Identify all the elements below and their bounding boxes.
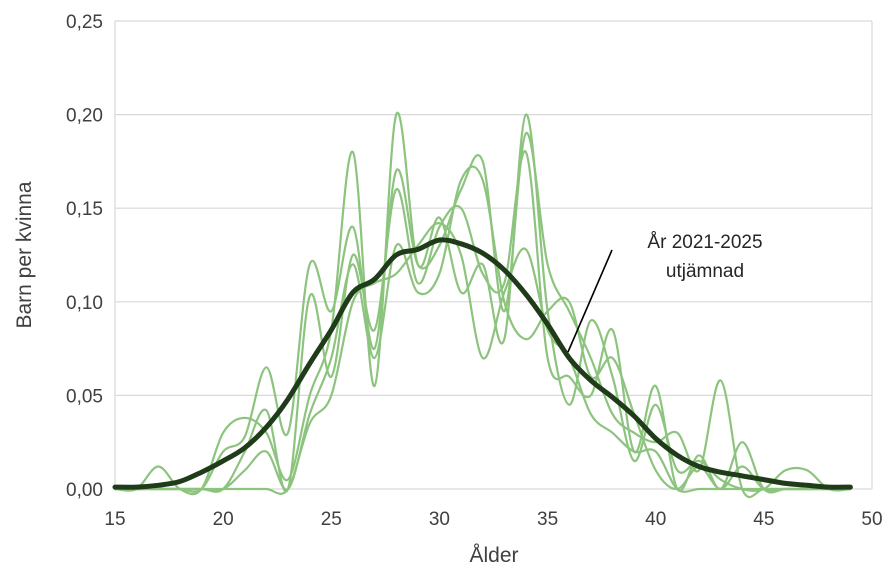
- y-tick-label: 0,20: [66, 106, 103, 127]
- annual-series-line-3: [113, 150, 852, 494]
- y-axis-title: Barn per kvinna: [13, 181, 36, 328]
- smoothed-series-line: [112, 237, 853, 490]
- x-tick-label: 35: [537, 509, 558, 530]
- thin-series-group: [113, 111, 852, 499]
- y-tick-label: 0,05: [66, 386, 103, 407]
- x-tick-label: 25: [321, 509, 342, 530]
- y-tick-labels: 0,00 0,05 0,10 0,15 0,20 0,25: [66, 12, 103, 501]
- annotation-leader-line: [567, 249, 613, 353]
- y-tick-label: 0,10: [66, 293, 103, 314]
- x-tick-label: 45: [753, 509, 774, 530]
- y-tick-label: 0,00: [66, 480, 103, 501]
- x-tick-label: 20: [213, 509, 234, 530]
- smoothed-series-group: [112, 237, 853, 490]
- x-tick-label: 50: [861, 509, 882, 530]
- y-tick-label: 0,15: [66, 199, 103, 220]
- annotation-line-1: År 2021-2025: [647, 232, 762, 253]
- annual-series-line-1: [113, 111, 852, 496]
- y-tick-label: 0,25: [66, 12, 103, 33]
- annotation-line-2: utjämnad: [666, 261, 744, 282]
- gridlines: [114, 20, 873, 490]
- annual-series-line-5: [113, 222, 852, 495]
- x-tick-label: 40: [645, 509, 666, 530]
- annual-series-line-2: [113, 132, 852, 499]
- x-axis-title: Ålder: [469, 544, 518, 567]
- x-tick-label: 30: [429, 509, 450, 530]
- x-tick-labels: 15 20 25 30 35 40 45 50: [104, 509, 882, 530]
- x-tick-label: 15: [104, 509, 125, 530]
